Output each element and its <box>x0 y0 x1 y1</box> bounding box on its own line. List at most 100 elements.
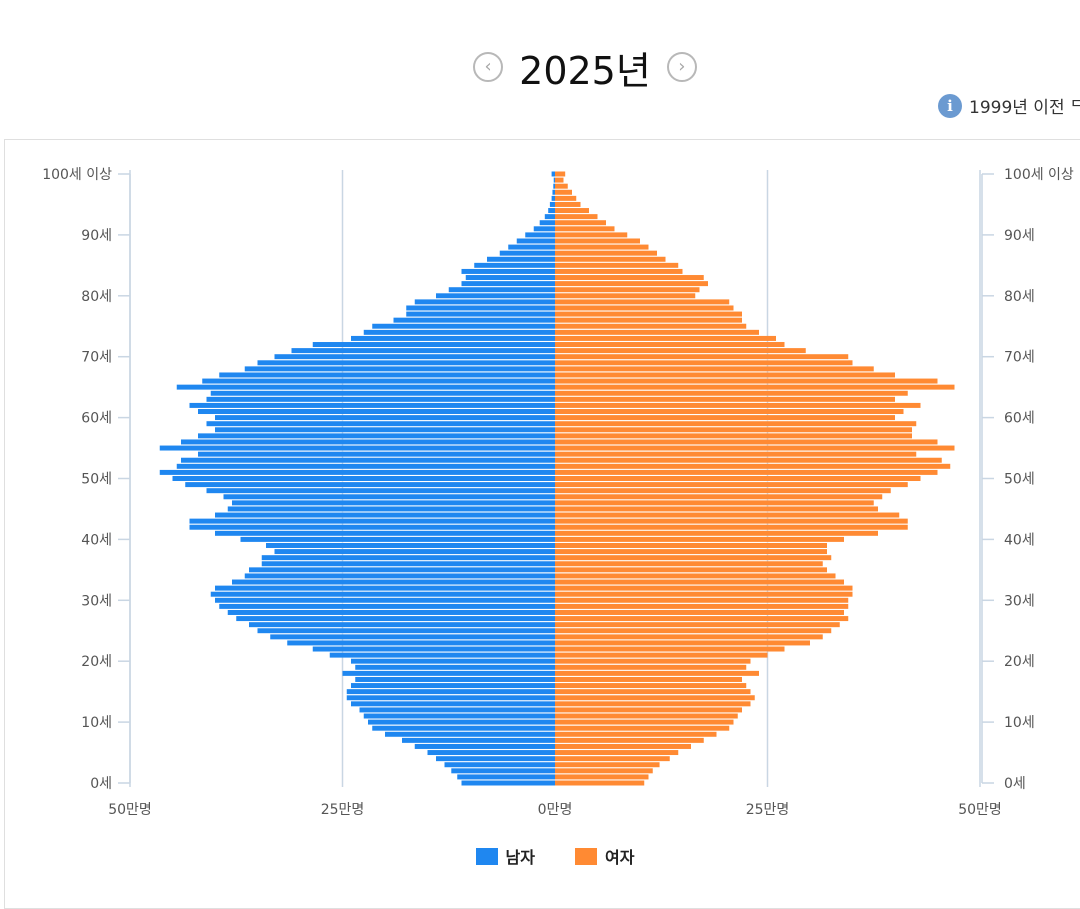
bar-female-56 <box>555 439 938 445</box>
info-note-text: 1999년 이전 ᄃ <box>969 98 1080 118</box>
bar-male-8 <box>385 731 555 737</box>
bar-male-90 <box>525 232 555 238</box>
bar-female-85 <box>555 262 679 268</box>
bar-female-75 <box>555 323 747 329</box>
bar-male-83 <box>465 275 555 281</box>
bar-female-14 <box>555 695 755 701</box>
bar-male-96 <box>551 195 555 201</box>
bar-male-52 <box>176 463 555 469</box>
bar-male-99 <box>553 177 555 183</box>
bar-male-78 <box>406 305 555 311</box>
y-tick-label-right-8: 80세 <box>1004 289 1035 305</box>
bar-female-86 <box>555 256 666 262</box>
bar-male-21 <box>329 652 555 658</box>
y-tick-label-right-9: 90세 <box>1004 228 1035 244</box>
bar-male-0 <box>461 780 555 786</box>
y-tick-label-right-4: 40세 <box>1004 532 1035 548</box>
bar-male-7 <box>402 737 555 743</box>
bar-female-8 <box>555 731 717 737</box>
y-tick-label-left-3: 30세 <box>81 593 112 609</box>
bar-female-91 <box>555 226 615 232</box>
y-tick-label-right-7: 70세 <box>1004 350 1035 366</box>
y-tick-label-left-2: 20세 <box>81 654 112 670</box>
y-tick-label-left-1: 10세 <box>81 715 112 731</box>
y-tick-label-left-8: 80세 <box>81 289 112 305</box>
bar-female-78 <box>555 305 734 311</box>
bar-male-97 <box>552 189 555 195</box>
bar-female-98 <box>555 183 568 189</box>
bar-male-43 <box>189 518 555 524</box>
bar-male-85 <box>474 262 555 268</box>
bar-male-22 <box>312 646 555 652</box>
bar-male-75 <box>372 323 555 329</box>
bar-female-17 <box>555 676 742 682</box>
next-year-button[interactable]: › <box>666 52 697 82</box>
info-note[interactable]: i 1999년 이전 ᄃ <box>938 93 1080 118</box>
bar-male-47 <box>223 494 555 500</box>
bar-male-62 <box>189 402 555 408</box>
bar-female-25 <box>555 628 832 634</box>
bar-male-28 <box>227 609 555 615</box>
bar-male-35 <box>249 567 555 573</box>
bar-female-31 <box>555 591 853 597</box>
legend-label-male: 남자 <box>505 848 535 867</box>
bar-male-81 <box>448 287 555 293</box>
bar-female-35 <box>555 567 827 573</box>
chevron-left-icon: ‹ <box>484 56 492 77</box>
bar-female-54 <box>555 451 917 457</box>
y-tick-label-right-3: 30세 <box>1004 593 1035 609</box>
bar-male-18 <box>342 670 555 676</box>
y-tick-label-right-10: 100세 이상 <box>1004 167 1074 183</box>
x-tick-label-2: 0만명 <box>538 802 573 818</box>
bar-female-37 <box>555 555 832 561</box>
bar-male-56 <box>181 439 555 445</box>
bar-male-12 <box>359 707 555 713</box>
bar-female-0 <box>555 780 645 786</box>
bar-female-41 <box>555 530 878 536</box>
y-tick-label-left-9: 90세 <box>81 228 112 244</box>
bar-male-88 <box>508 244 555 250</box>
bar-female-96 <box>555 195 577 201</box>
bar-male-4 <box>436 756 555 762</box>
legend-item-male[interactable]: 남자 <box>475 844 535 868</box>
bar-female-51 <box>555 469 938 475</box>
bar-male-19 <box>355 664 555 670</box>
bar-male-63 <box>206 396 555 402</box>
bar-male-3 <box>444 762 555 768</box>
legend-item-female[interactable]: 여자 <box>575 844 634 868</box>
bar-female-6 <box>555 743 691 749</box>
bar-female-32 <box>555 585 853 591</box>
bar-male-67 <box>219 372 555 378</box>
bar-female-83 <box>555 275 704 281</box>
bar-female-66 <box>555 378 938 384</box>
prev-year-button[interactable]: ‹ <box>473 52 504 82</box>
bar-male-76 <box>393 317 555 323</box>
bar-male-16 <box>351 683 555 689</box>
bar-female-73 <box>555 335 776 341</box>
bar-male-14 <box>346 695 555 701</box>
bar-male-51 <box>159 469 555 475</box>
bar-male-82 <box>461 281 555 287</box>
bar-male-39 <box>266 542 555 548</box>
bar-male-37 <box>261 555 555 561</box>
bar-male-32 <box>215 585 555 591</box>
bar-male-72 <box>312 342 555 348</box>
bar-male-33 <box>232 579 555 585</box>
bar-female-68 <box>555 366 874 372</box>
bar-male-54 <box>198 451 555 457</box>
bar-female-67 <box>555 372 895 378</box>
bar-female-61 <box>555 409 904 415</box>
bar-male-27 <box>236 616 555 622</box>
bar-female-62 <box>555 402 921 408</box>
bar-male-94 <box>548 208 555 214</box>
bar-male-84 <box>461 268 555 274</box>
bar-female-4 <box>555 756 670 762</box>
bar-male-71 <box>291 348 555 354</box>
bar-male-87 <box>499 250 555 256</box>
bar-female-40 <box>555 536 844 542</box>
bar-female-9 <box>555 725 730 731</box>
bar-female-70 <box>555 354 849 360</box>
bar-male-23 <box>287 640 555 646</box>
y-tick-label-right-6: 60세 <box>1004 411 1035 427</box>
